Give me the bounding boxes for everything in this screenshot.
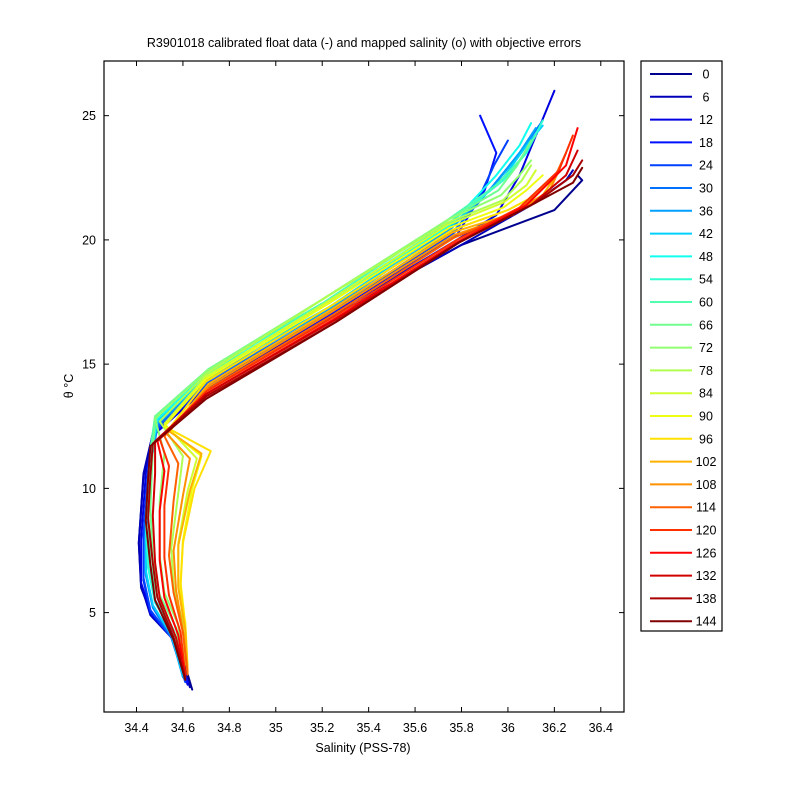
x-tick-label: 35 bbox=[269, 721, 283, 735]
chart-title: R3901018 calibrated float data (-) and m… bbox=[147, 36, 581, 50]
legend-label-102: 102 bbox=[696, 455, 717, 469]
y-tick-label: 25 bbox=[82, 109, 96, 123]
legend-label-72: 72 bbox=[699, 341, 713, 355]
legend-label-6: 6 bbox=[703, 90, 710, 104]
legend-label-78: 78 bbox=[699, 364, 713, 378]
legend-items: 0 6 12 18 24 30 36 42 48 54 60 66 72 78 84 90 96 102 108 11… bbox=[650, 68, 716, 629]
x-tick-label: 34.8 bbox=[217, 721, 241, 735]
x-tick-label: 34.4 bbox=[124, 721, 148, 735]
legend-label-48: 48 bbox=[699, 250, 713, 264]
x-tick-label: 35.2 bbox=[310, 721, 334, 735]
legend-label-0: 0 bbox=[703, 68, 710, 82]
legend-label-114: 114 bbox=[696, 501, 716, 515]
legend-box bbox=[640, 60, 723, 632]
x-tick-label: 36 bbox=[501, 721, 515, 735]
legend-label-126: 126 bbox=[696, 546, 717, 560]
legend-label-36: 36 bbox=[699, 204, 713, 218]
legend-label-90: 90 bbox=[699, 410, 713, 424]
legend-label-66: 66 bbox=[699, 318, 713, 332]
legend-label-120: 120 bbox=[696, 524, 717, 538]
legend-label-144: 144 bbox=[696, 615, 717, 629]
x-tick-label: 35.6 bbox=[403, 721, 427, 735]
plot-frame bbox=[103, 60, 625, 713]
x-tick-label: 34.6 bbox=[171, 721, 195, 735]
y-axis: 5 10 15 20 25 bbox=[82, 109, 624, 620]
legend-label-84: 84 bbox=[699, 387, 713, 401]
x-tick-label: 36.4 bbox=[589, 721, 613, 735]
legend-label-18: 18 bbox=[699, 136, 713, 150]
legend-label-42: 42 bbox=[699, 227, 713, 241]
legend-label-30: 30 bbox=[699, 182, 713, 196]
x-axis-label: Salinity (PSS-78) bbox=[315, 741, 410, 755]
profile-line-144 bbox=[144, 166, 584, 681]
legend-label-132: 132 bbox=[696, 569, 717, 583]
y-tick-label: 15 bbox=[82, 358, 96, 372]
x-tick-label: 36.2 bbox=[542, 721, 566, 735]
legend: 0 6 12 18 24 30 36 42 48 54 60 66 72 78 84 90 96 102 108 11… bbox=[640, 60, 723, 632]
y-tick-label: 5 bbox=[89, 606, 96, 620]
x-tick-label: 35.8 bbox=[449, 721, 473, 735]
plot-area: 34.4 34.6 34.8 35 35.2 35.4 35.6 35.8 36 36.2 36.4… bbox=[82, 60, 625, 735]
x-axis: 34.4 34.6 34.8 35 35.2 35.4 35.6 35.8 36 36.2 36.4 bbox=[124, 61, 613, 735]
legend-label-24: 24 bbox=[699, 159, 713, 173]
legend-label-96: 96 bbox=[699, 432, 713, 446]
legend-label-12: 12 bbox=[699, 113, 713, 127]
y-tick-label: 10 bbox=[82, 482, 96, 496]
y-axis-label: θ °C bbox=[62, 374, 76, 398]
y-tick-label: 20 bbox=[82, 233, 96, 247]
salinity-profiles bbox=[137, 89, 584, 691]
legend-label-60: 60 bbox=[699, 296, 713, 310]
legend-label-108: 108 bbox=[696, 478, 717, 492]
legend-label-54: 54 bbox=[699, 273, 713, 287]
x-tick-label: 35.4 bbox=[356, 721, 380, 735]
legend-label-138: 138 bbox=[696, 592, 717, 606]
